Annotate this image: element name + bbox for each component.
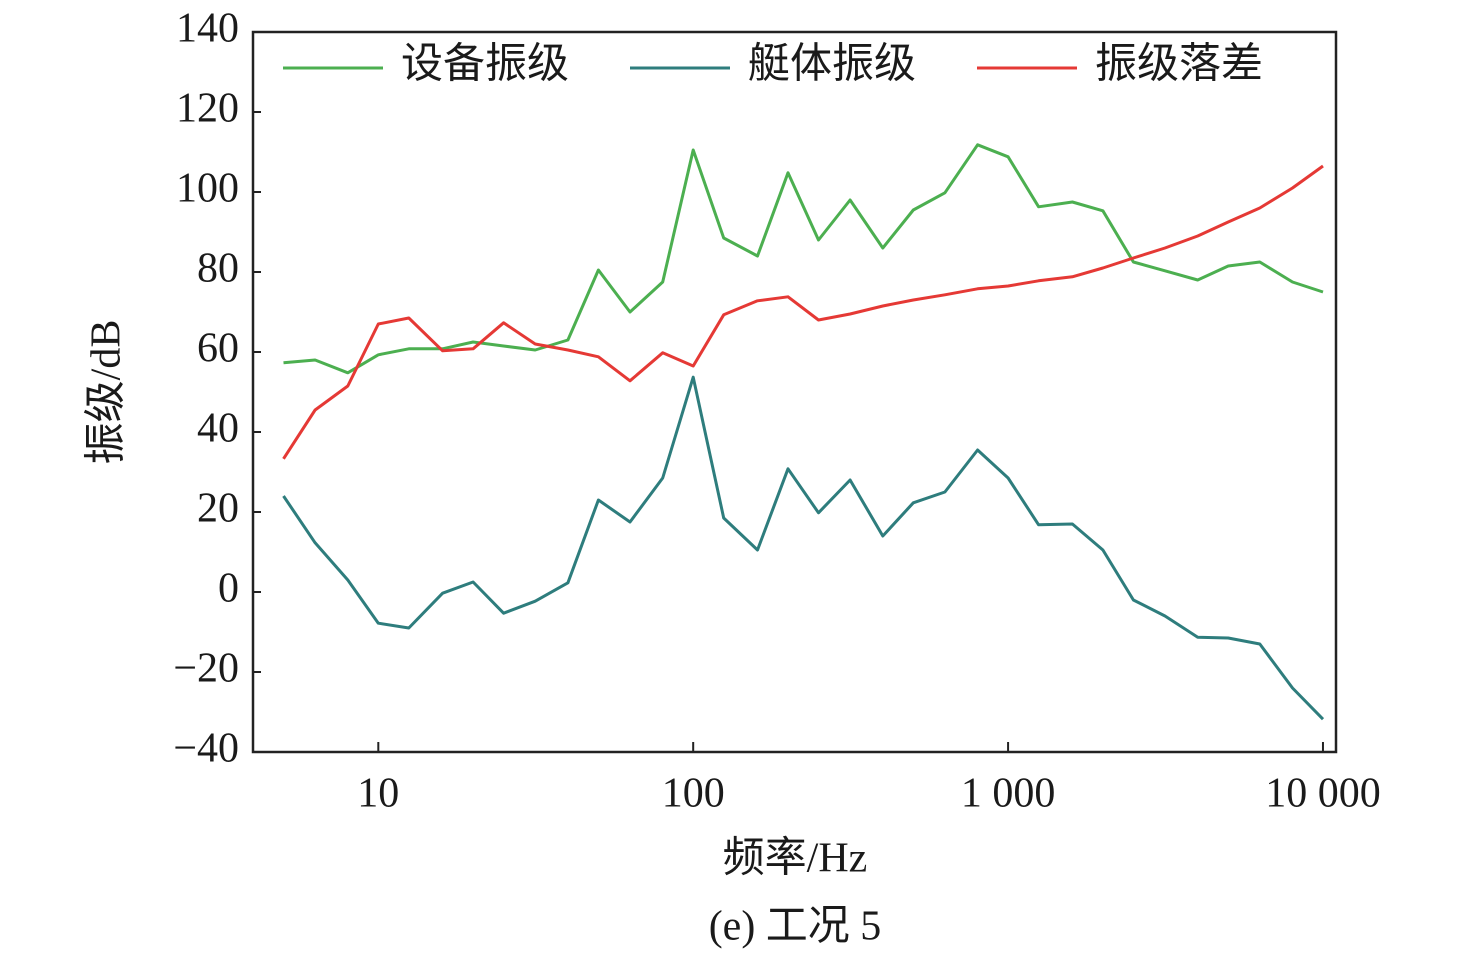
line-series [282, 375, 1325, 721]
y-tick-label: −20 [173, 646, 239, 692]
y-tick-label: 120 [176, 86, 239, 132]
plot-frame [251, 30, 1338, 754]
legend-label: 振级落差 [1095, 42, 1263, 88]
y-tick-label: 80 [197, 246, 239, 292]
y-axis-label: 振级/dB [84, 320, 130, 465]
y-tick-label: 0 [218, 566, 239, 612]
x-axis-label: 频率/Hz [723, 835, 868, 882]
y-tick-label: 40 [197, 406, 239, 452]
y-tick-label: 100 [176, 166, 239, 212]
caption: (e) 工况 5 [709, 904, 882, 950]
y-tick-label: 140 [176, 6, 239, 52]
legend-label: 设备振级 [401, 42, 569, 88]
y-tick-label: 60 [197, 326, 239, 372]
legend-label: 艇体振级 [748, 41, 916, 88]
line-series [283, 143, 1324, 375]
x-tick-label: 10 [357, 771, 399, 817]
x-tick-label: 100 [662, 771, 725, 817]
x-tick-label: 10 000 [1265, 771, 1381, 817]
y-tick-label: −40 [173, 726, 239, 772]
y-tick-label: 20 [197, 486, 239, 532]
x-tick-label: 1 000 [961, 771, 1056, 817]
line-series [282, 164, 1324, 460]
